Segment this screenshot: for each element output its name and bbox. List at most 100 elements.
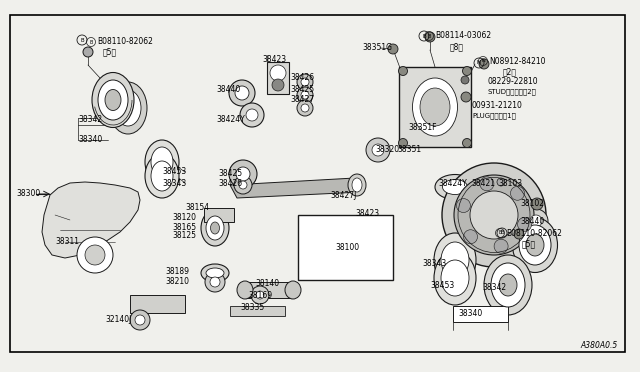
Ellipse shape [98, 80, 128, 120]
Circle shape [246, 109, 258, 121]
Ellipse shape [109, 82, 147, 134]
Text: 38426: 38426 [218, 179, 242, 187]
Text: PLUGプラグ＜1＞: PLUGプラグ＜1＞ [472, 113, 516, 119]
Circle shape [297, 100, 313, 116]
Ellipse shape [420, 88, 450, 126]
Text: 38426: 38426 [290, 74, 314, 83]
Text: 00931-21210: 00931-21210 [472, 102, 523, 110]
Text: 38120: 38120 [172, 214, 196, 222]
Text: 38100: 38100 [335, 243, 359, 251]
Circle shape [494, 239, 508, 253]
Text: 38424Y: 38424Y [216, 115, 244, 125]
Ellipse shape [151, 147, 173, 177]
Text: 38320: 38320 [375, 145, 399, 154]
Circle shape [454, 175, 534, 255]
Text: 38343: 38343 [162, 179, 186, 187]
Ellipse shape [441, 260, 469, 296]
Text: STUDスタッド＜2＞: STUDスタッド＜2＞ [487, 89, 536, 95]
Circle shape [239, 181, 247, 189]
Text: 32140J: 32140J [105, 315, 131, 324]
Ellipse shape [499, 274, 517, 296]
Bar [267, 62, 289, 94]
Circle shape [388, 44, 398, 54]
Text: ＜8＞: ＜8＞ [450, 42, 464, 51]
Circle shape [272, 79, 284, 91]
Circle shape [135, 315, 145, 325]
Ellipse shape [285, 281, 301, 299]
Circle shape [77, 237, 113, 273]
Text: 38189: 38189 [165, 267, 189, 276]
Circle shape [425, 32, 435, 42]
Text: 38425: 38425 [218, 169, 242, 177]
Bar [298, 215, 393, 280]
Polygon shape [230, 178, 362, 198]
Text: 38125: 38125 [172, 231, 196, 241]
Ellipse shape [211, 222, 220, 234]
Text: 38103: 38103 [498, 180, 522, 189]
Text: 38425: 38425 [290, 84, 314, 93]
Ellipse shape [442, 180, 467, 195]
Circle shape [456, 199, 470, 212]
Text: 38440: 38440 [520, 218, 544, 227]
Text: 38210: 38210 [165, 278, 189, 286]
Ellipse shape [145, 154, 179, 198]
Text: 38351: 38351 [397, 145, 421, 154]
Ellipse shape [348, 174, 366, 196]
Circle shape [470, 191, 518, 239]
Text: ＜5＞: ＜5＞ [522, 240, 536, 248]
Circle shape [497, 178, 505, 186]
Text: 38342: 38342 [482, 282, 506, 292]
Text: 38165: 38165 [172, 222, 196, 231]
Circle shape [366, 138, 390, 162]
Bar [230, 306, 285, 316]
Ellipse shape [105, 90, 121, 110]
Text: 38453: 38453 [430, 282, 454, 291]
Ellipse shape [145, 140, 179, 184]
Ellipse shape [526, 234, 544, 256]
Ellipse shape [441, 242, 469, 278]
Text: 38427J: 38427J [330, 190, 356, 199]
Ellipse shape [491, 263, 525, 307]
Bar [130, 295, 185, 313]
Text: 38427: 38427 [290, 96, 314, 105]
Circle shape [205, 272, 225, 292]
Text: N08912-84210: N08912-84210 [489, 57, 545, 65]
Circle shape [301, 91, 309, 99]
Text: B08114-03062: B08114-03062 [435, 32, 491, 41]
Ellipse shape [206, 268, 224, 278]
Circle shape [511, 186, 524, 200]
Circle shape [530, 215, 542, 227]
Ellipse shape [201, 210, 229, 246]
Text: 38140: 38140 [255, 279, 279, 289]
Circle shape [240, 103, 264, 127]
Ellipse shape [237, 281, 253, 299]
Text: B: B [90, 39, 93, 45]
Circle shape [461, 92, 471, 102]
Text: 38311: 38311 [55, 237, 79, 247]
Text: 38440: 38440 [216, 86, 240, 94]
Text: 38342: 38342 [78, 115, 102, 125]
Text: B08110-82062: B08110-82062 [97, 38, 153, 46]
Circle shape [256, 291, 264, 299]
Circle shape [461, 76, 469, 84]
Text: 38102: 38102 [520, 199, 544, 208]
Circle shape [372, 144, 384, 156]
Circle shape [514, 229, 524, 239]
Ellipse shape [352, 178, 362, 192]
Ellipse shape [201, 264, 229, 282]
Text: 38169: 38169 [248, 291, 272, 299]
Circle shape [234, 176, 252, 194]
Circle shape [210, 277, 220, 287]
Circle shape [531, 198, 543, 210]
Circle shape [518, 218, 532, 231]
Circle shape [229, 80, 255, 106]
Text: N: N [481, 58, 485, 64]
Text: ＜5＞: ＜5＞ [103, 48, 117, 57]
Text: B: B [499, 231, 502, 235]
Text: B: B [80, 38, 84, 42]
Circle shape [463, 138, 472, 148]
Ellipse shape [434, 251, 476, 305]
Ellipse shape [434, 233, 476, 287]
Text: B: B [422, 33, 426, 38]
Ellipse shape [151, 161, 173, 191]
